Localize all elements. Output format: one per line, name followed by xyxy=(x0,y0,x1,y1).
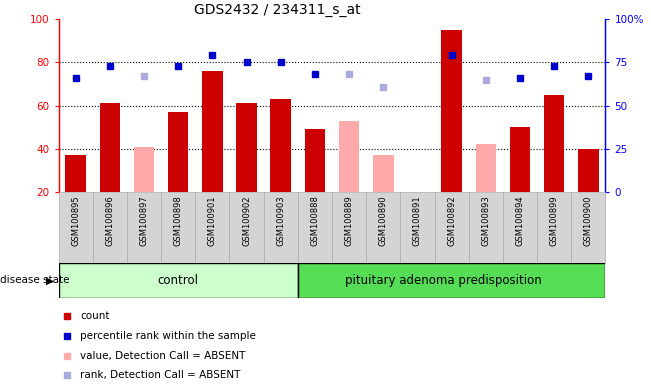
Text: rank, Detection Call = ABSENT: rank, Detection Call = ABSENT xyxy=(81,370,241,380)
Text: GSM100892: GSM100892 xyxy=(447,195,456,246)
Bar xyxy=(59,263,298,298)
Text: GSM100888: GSM100888 xyxy=(311,195,320,247)
Bar xyxy=(469,192,503,263)
Bar xyxy=(195,192,230,263)
Text: GSM100901: GSM100901 xyxy=(208,195,217,246)
Bar xyxy=(373,155,393,192)
Text: GSM100902: GSM100902 xyxy=(242,195,251,246)
Bar xyxy=(202,71,223,192)
Text: GSM100903: GSM100903 xyxy=(276,195,285,246)
Text: GSM100898: GSM100898 xyxy=(174,195,183,246)
Title: GDS2432 / 234311_s_at: GDS2432 / 234311_s_at xyxy=(194,3,361,17)
Bar xyxy=(92,192,127,263)
Bar xyxy=(578,149,598,192)
Text: percentile rank within the sample: percentile rank within the sample xyxy=(81,331,256,341)
Text: GSM100893: GSM100893 xyxy=(481,195,490,246)
Text: GSM100900: GSM100900 xyxy=(584,195,593,246)
Bar xyxy=(332,192,366,263)
Bar xyxy=(127,192,161,263)
Text: pituitary adenoma predisposition: pituitary adenoma predisposition xyxy=(345,274,542,287)
Bar xyxy=(366,192,400,263)
Bar xyxy=(271,99,291,192)
Bar xyxy=(65,155,86,192)
Text: GSM100896: GSM100896 xyxy=(105,195,115,246)
Bar xyxy=(264,192,298,263)
Bar xyxy=(298,263,605,298)
Text: GSM100890: GSM100890 xyxy=(379,195,388,246)
Text: GSM100897: GSM100897 xyxy=(139,195,148,246)
Bar xyxy=(537,192,572,263)
Text: count: count xyxy=(81,311,110,321)
Bar xyxy=(503,192,537,263)
Text: GSM100889: GSM100889 xyxy=(344,195,353,246)
Bar xyxy=(59,192,92,263)
Text: GSM100894: GSM100894 xyxy=(516,195,525,246)
Bar xyxy=(168,112,189,192)
Bar xyxy=(339,121,359,192)
Bar xyxy=(475,144,496,192)
Bar xyxy=(134,147,154,192)
Text: ▶: ▶ xyxy=(46,275,54,285)
Bar xyxy=(305,129,325,192)
Bar xyxy=(441,30,462,192)
Text: disease state: disease state xyxy=(0,275,70,285)
Bar xyxy=(400,192,435,263)
Bar xyxy=(510,127,530,192)
Bar xyxy=(298,192,332,263)
Text: control: control xyxy=(158,274,199,287)
Bar xyxy=(572,192,605,263)
Text: GSM100895: GSM100895 xyxy=(71,195,80,246)
Text: GSM100891: GSM100891 xyxy=(413,195,422,246)
Text: GSM100899: GSM100899 xyxy=(549,195,559,246)
Text: value, Detection Call = ABSENT: value, Detection Call = ABSENT xyxy=(81,351,246,361)
Bar xyxy=(435,192,469,263)
Bar xyxy=(236,103,256,192)
Bar xyxy=(544,95,564,192)
Bar xyxy=(230,192,264,263)
Bar xyxy=(100,103,120,192)
Bar xyxy=(161,192,195,263)
